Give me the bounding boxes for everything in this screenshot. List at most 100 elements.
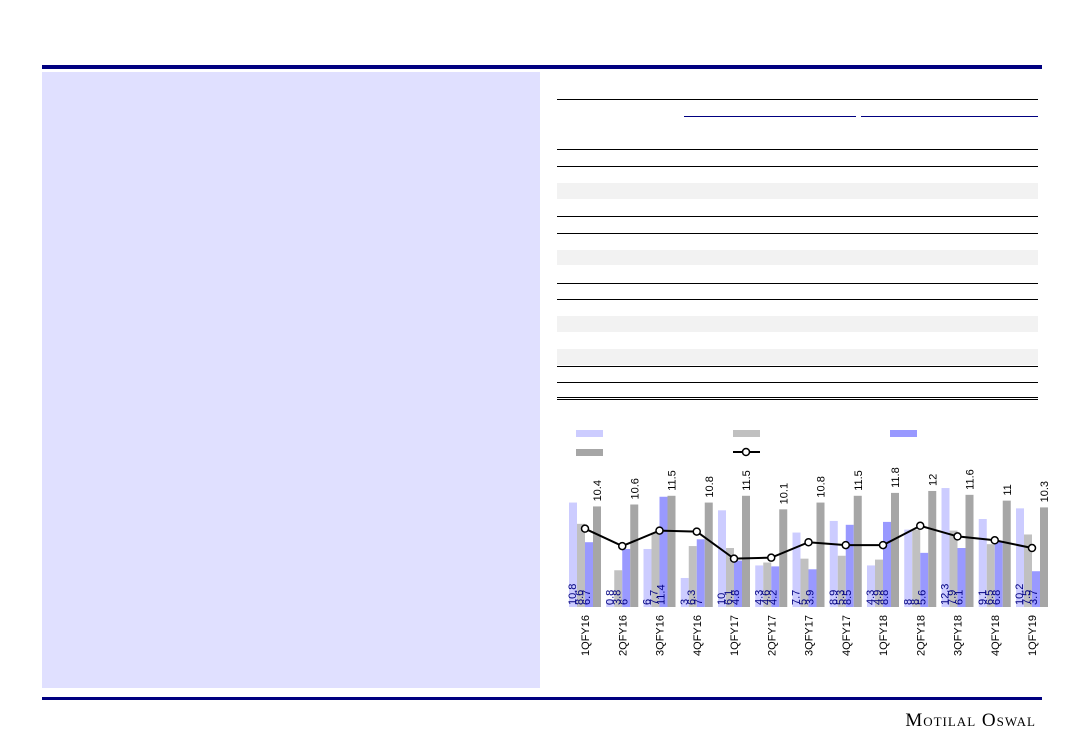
bar xyxy=(585,542,593,607)
value-label: 6.7 xyxy=(581,590,593,605)
bar xyxy=(763,562,772,607)
value-label: 6 xyxy=(642,599,654,605)
value-label: 12.3 xyxy=(940,584,952,605)
legend-swatch xyxy=(576,449,603,456)
value-label: 7.5 xyxy=(1021,590,1033,605)
legend-swatch xyxy=(576,430,603,437)
x-tick-label: 2QFY17 xyxy=(766,615,778,656)
line-marker xyxy=(580,524,590,533)
line-marker xyxy=(729,554,739,563)
bar xyxy=(1002,500,1011,607)
x-tick-label: 1QFY16 xyxy=(580,615,592,656)
bar xyxy=(742,495,750,607)
line-marker xyxy=(655,526,664,535)
bar xyxy=(941,488,950,607)
value-label: 5.6 xyxy=(916,590,928,605)
legend-swatch xyxy=(890,430,917,437)
bottom-rule xyxy=(42,697,1042,700)
bar xyxy=(1040,507,1048,607)
bar xyxy=(569,502,577,607)
bar xyxy=(643,548,652,607)
table xyxy=(557,99,1038,400)
bar xyxy=(726,548,734,607)
value-label: 6.1 xyxy=(723,590,735,605)
value-label: 3.7 xyxy=(1028,590,1040,605)
value-label: 5 xyxy=(798,599,810,605)
bar xyxy=(808,569,817,607)
bar xyxy=(622,548,631,607)
value-label: 9.1 xyxy=(977,590,989,605)
bar xyxy=(651,532,660,607)
bar xyxy=(867,565,875,607)
bar xyxy=(593,506,601,607)
bar xyxy=(688,546,697,607)
brand: Motilal Oswal xyxy=(905,710,1036,731)
line-marker xyxy=(767,553,776,562)
x-tick-label: 4QFY16 xyxy=(692,615,704,656)
line-marker xyxy=(953,532,962,541)
value-label: 10.2 xyxy=(1014,584,1026,605)
value-label: 3.9 xyxy=(805,590,817,605)
bar xyxy=(606,599,615,607)
bar xyxy=(659,496,668,607)
x-tick-label: 3QFY16 xyxy=(655,615,667,656)
value-label: 10 xyxy=(716,593,728,605)
value-label: 8.9 xyxy=(828,590,840,605)
value-label: 11.5 xyxy=(667,470,679,491)
value-label: 7.7 xyxy=(649,590,661,605)
bar xyxy=(986,544,995,607)
bar xyxy=(800,558,809,607)
value-label: 12 xyxy=(927,474,939,486)
value-label: 10.4 xyxy=(592,480,604,501)
value-label: 11.8 xyxy=(890,467,902,488)
bar xyxy=(792,532,801,607)
bar xyxy=(965,494,974,607)
bar xyxy=(829,520,838,607)
value-label: 10.1 xyxy=(778,483,790,504)
bar xyxy=(978,519,987,607)
bar xyxy=(704,502,713,607)
value-label: 4.9 xyxy=(872,590,884,605)
value-label: 0.8 xyxy=(604,590,616,605)
bar xyxy=(667,495,676,607)
bar xyxy=(771,566,780,607)
value-label: 10.3 xyxy=(1039,481,1051,502)
bar xyxy=(1032,571,1040,607)
legend-swatch xyxy=(733,430,760,437)
x-tick-label: 2QFY18 xyxy=(915,615,927,656)
value-label: 8.6 xyxy=(574,590,586,605)
bar xyxy=(949,530,958,607)
value-label: 10.8 xyxy=(567,584,579,605)
line-marker xyxy=(990,536,999,545)
value-label: 4.8 xyxy=(730,590,742,605)
x-tick-label: 1QFY18 xyxy=(878,615,890,656)
value-label: 8 xyxy=(909,599,921,605)
line-marker xyxy=(878,540,888,550)
value-label: 6.5 xyxy=(984,590,996,605)
bar xyxy=(875,559,883,607)
bar xyxy=(734,560,742,607)
value-label: 7 xyxy=(693,599,705,605)
bar xyxy=(755,565,764,607)
line-marker xyxy=(692,527,701,536)
x-tick-label: 3QFY18 xyxy=(953,615,965,656)
bar xyxy=(994,541,1003,607)
x-tick-label: 4QFY17 xyxy=(841,615,853,656)
value-label: 8 xyxy=(902,599,914,605)
value-label: 11 xyxy=(1002,484,1014,495)
value-label: 7.9 xyxy=(947,590,959,605)
bar xyxy=(1016,508,1024,607)
bar xyxy=(920,552,929,607)
value-label: 4.2 xyxy=(767,590,779,605)
value-label: 4.6 xyxy=(760,590,772,605)
value-label: 11.6 xyxy=(965,469,977,490)
x-tick-label: 1QFY19 xyxy=(1027,615,1039,656)
legend-marker xyxy=(741,447,751,457)
value-label: 10.8 xyxy=(816,476,828,497)
value-label: 11.5 xyxy=(853,470,865,491)
value-label: 6 xyxy=(618,599,630,605)
line-marker xyxy=(916,521,925,531)
bar xyxy=(928,490,937,607)
